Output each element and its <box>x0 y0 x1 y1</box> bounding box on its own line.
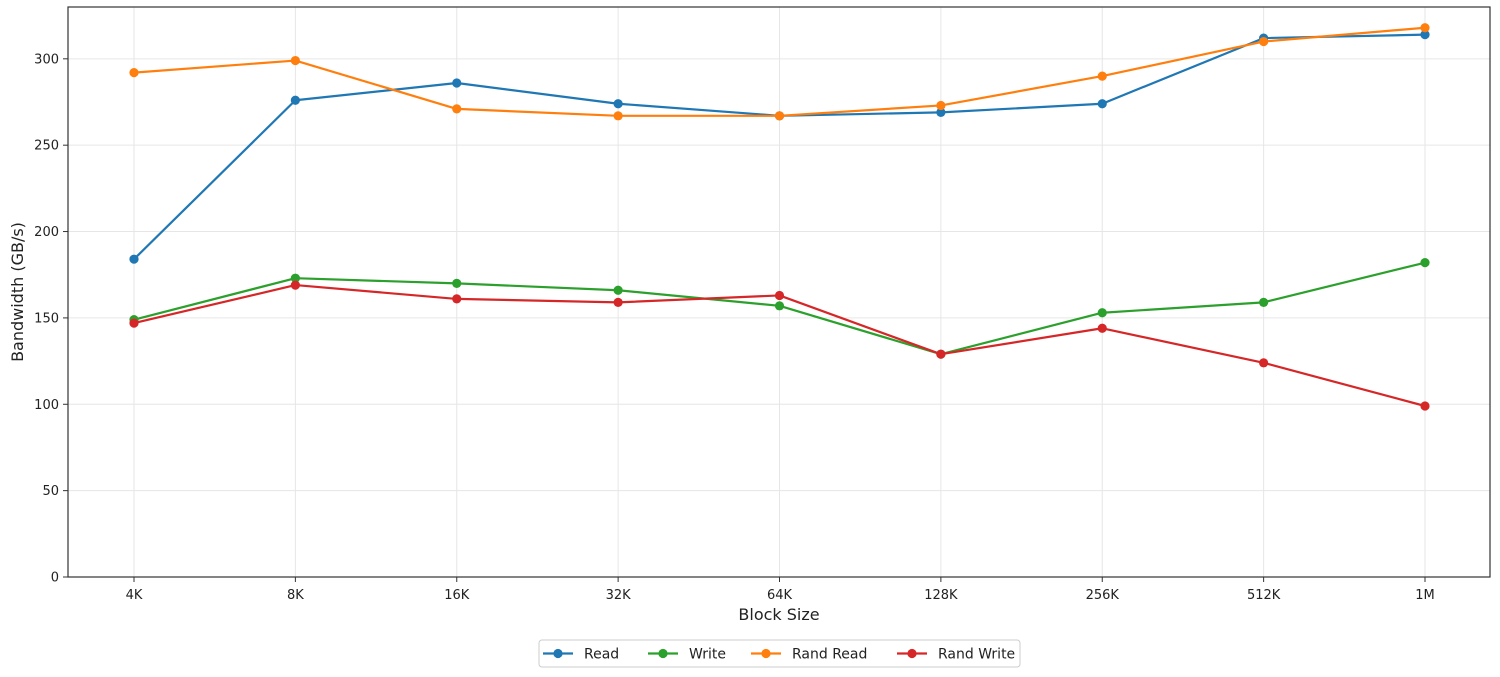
x-tick-label: 64K <box>767 588 793 603</box>
data-point <box>1097 323 1107 333</box>
x-tick-label: 32K <box>606 588 632 603</box>
data-point <box>452 78 462 88</box>
x-tick-label: 128K <box>924 588 958 603</box>
data-point <box>613 99 623 109</box>
legend-marker <box>553 648 563 659</box>
data-point <box>774 301 785 311</box>
data-point <box>1259 358 1269 368</box>
data-point <box>936 100 946 111</box>
series <box>129 23 1430 411</box>
legend-marker <box>761 648 771 659</box>
x-axis-label: Block Size <box>738 605 819 624</box>
data-point <box>452 278 462 288</box>
legend-label: Write <box>689 647 726 663</box>
data-point <box>613 297 623 307</box>
y-tick-label: 150 <box>34 311 59 326</box>
legend-label: Rand Write <box>938 647 1015 663</box>
data-point <box>290 273 300 283</box>
data-point <box>129 68 139 78</box>
legend-label: Read <box>584 647 619 663</box>
series-rand-read <box>129 23 1430 121</box>
data-point <box>1420 30 1430 40</box>
y-tick-label: 0 <box>51 571 59 586</box>
legend-item: Rand Write <box>897 647 1015 663</box>
data-point <box>613 111 623 121</box>
x-tick-label: 256K <box>1086 588 1120 603</box>
data-point <box>290 280 300 290</box>
data-point <box>613 285 623 295</box>
data-point <box>290 55 300 66</box>
data-point <box>1420 258 1430 268</box>
data-point <box>1259 36 1269 47</box>
y-tick-label: 300 <box>34 52 59 67</box>
legend: Read Write Rand Read Rand Write <box>538 639 1021 668</box>
data-point <box>936 107 946 117</box>
series-rand-write <box>129 280 1430 411</box>
x-tick-label: 4K <box>126 588 143 603</box>
data-point <box>1420 401 1430 411</box>
legend-marker <box>658 648 668 659</box>
x-tick-label: 16K <box>444 588 470 603</box>
y-tick-label: 50 <box>42 484 59 499</box>
data-point <box>774 290 785 301</box>
data-point <box>452 104 462 114</box>
x-axis: 4K 8K 16K 32K 64K 128K 256K 512K 1M <box>126 577 1435 603</box>
data-point <box>1097 308 1107 318</box>
y-axis-label: Bandwidth (GB/s) <box>8 222 27 362</box>
y-tick-label: 200 <box>34 225 59 240</box>
data-point <box>1259 297 1269 307</box>
legend-item: Write <box>648 647 726 663</box>
legend-item: Read <box>543 647 619 663</box>
y-axis: 0 50 100 150 200 250 300 <box>34 52 68 586</box>
data-point <box>774 111 785 121</box>
data-point <box>1097 71 1107 81</box>
x-tick-label: 8K <box>287 588 304 603</box>
data-point <box>129 254 139 264</box>
legend-marker <box>907 648 917 659</box>
legend-label: Rand Read <box>792 647 867 663</box>
data-point <box>1097 99 1107 109</box>
data-point <box>936 349 946 359</box>
y-tick-label: 250 <box>34 139 59 154</box>
legend-item: Rand Read <box>751 647 867 663</box>
x-tick-label: 512K <box>1247 588 1281 603</box>
data-point <box>290 95 300 105</box>
data-point <box>452 294 462 304</box>
x-tick-label: 1M <box>1415 588 1435 603</box>
data-point <box>1420 23 1430 33</box>
y-tick-label: 100 <box>34 398 59 413</box>
data-point <box>129 318 139 328</box>
